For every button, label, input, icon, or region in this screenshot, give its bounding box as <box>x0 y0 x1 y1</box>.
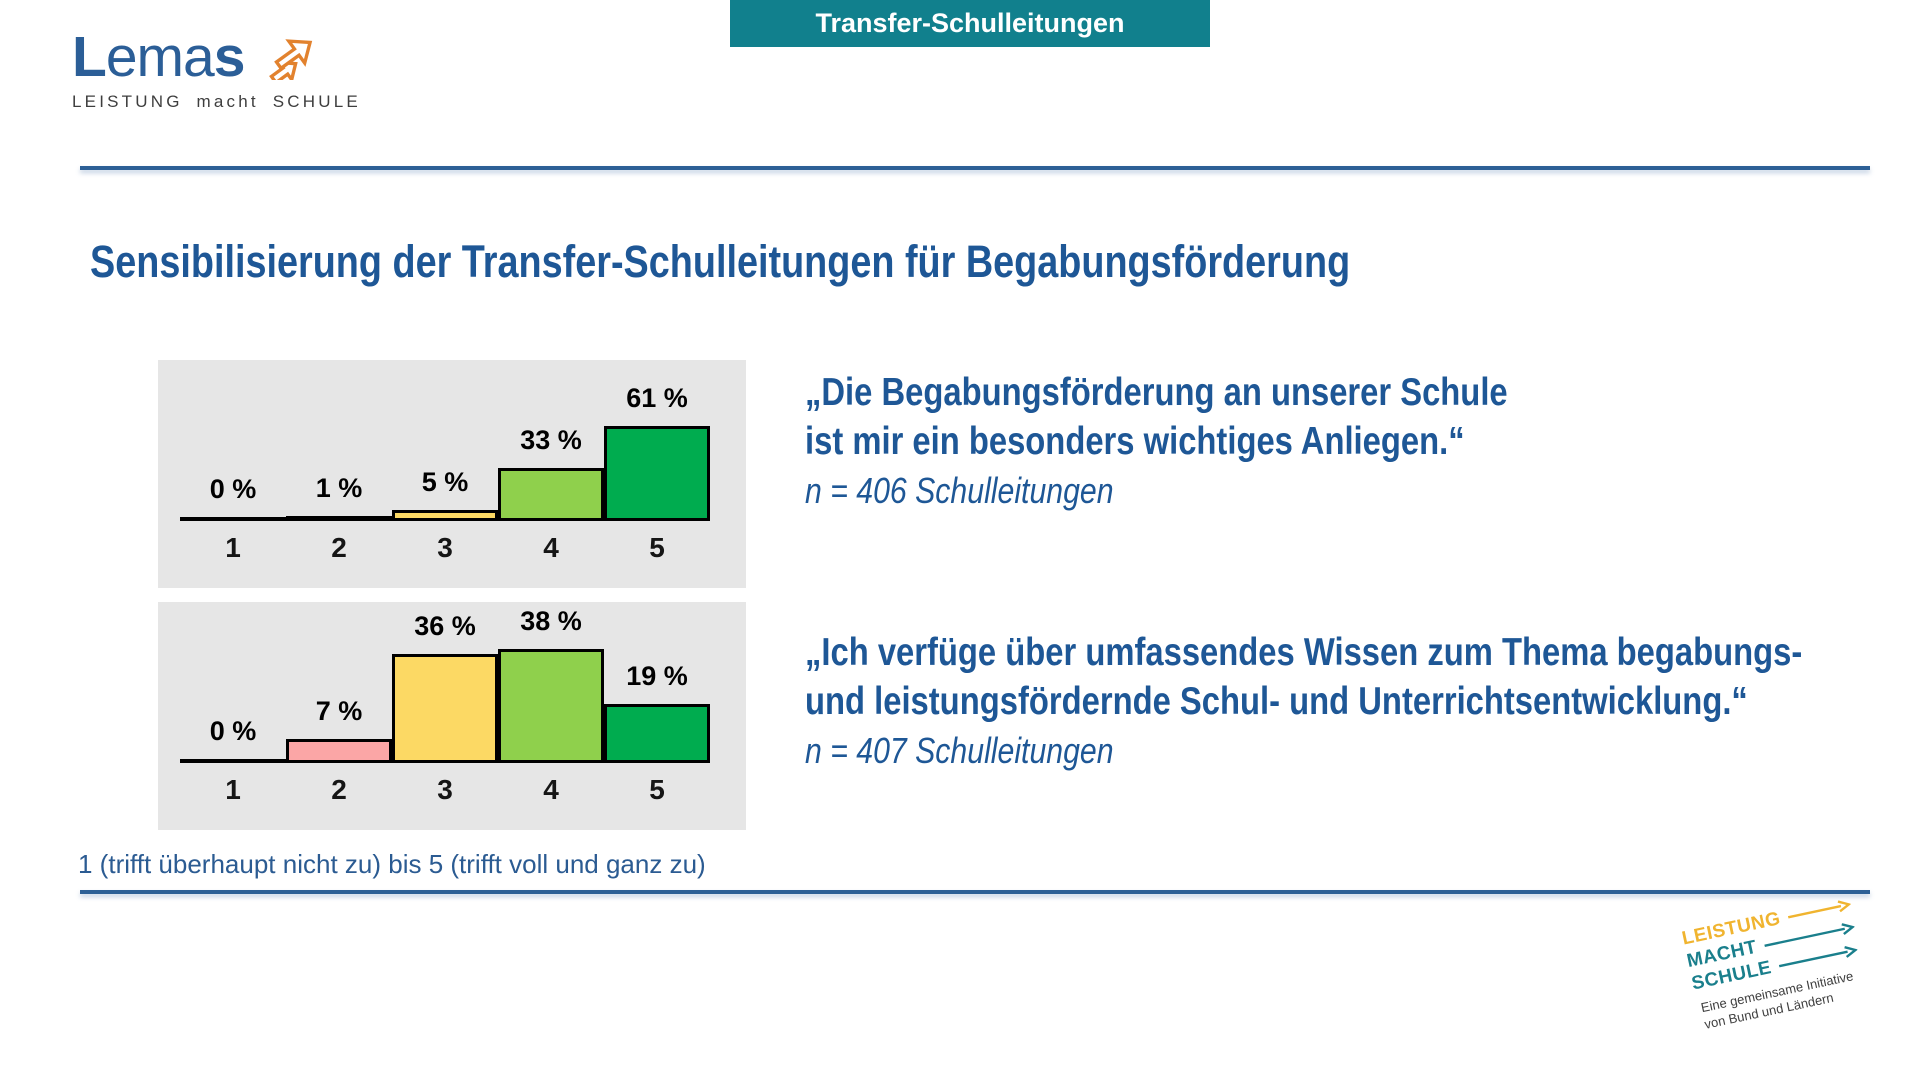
lemas-word-ema: ema <box>105 25 215 89</box>
x-axis-tick-row: 1 2 3 4 5 <box>180 774 710 806</box>
x-tick-label: 2 <box>331 774 347 805</box>
lemas-word-s: s <box>213 25 246 89</box>
x-tick-label: 1 <box>225 774 241 805</box>
top-divider-line <box>80 166 1870 170</box>
page-title: Sensibilisierung der Transfer-Schulleitu… <box>90 236 1351 287</box>
bar-category-4 <box>498 468 604 521</box>
x-tick-label: 3 <box>437 774 453 805</box>
lemas-wordmark: Lemas <box>72 25 246 89</box>
bar-value-label: 1 % <box>315 473 363 503</box>
x-axis-tick-row: 1 2 3 4 5 <box>180 532 710 564</box>
quote-1-sample-size: n = 406 Schulleitungen <box>805 470 1114 511</box>
x-tick-label: 3 <box>437 532 453 563</box>
footer-lms-logo: LEISTUNG MACHT SCHULE Eine gemeinsame In… <box>1680 890 1883 1034</box>
bar-chart-umfassendes-wissen: 0 % 7 % 36 % 38 % 19 % 1 2 3 4 5 <box>158 602 746 830</box>
x-tick-label: 5 <box>649 532 665 563</box>
lemas-wordmark-row: Lemas <box>72 22 417 86</box>
bar-category-4 <box>498 649 604 763</box>
bar-value-label: 19 % <box>626 661 688 691</box>
lemas-subline: LEISTUNG macht SCHULE <box>72 92 361 111</box>
bar-value-label: 0 % <box>209 474 257 504</box>
x-tick-label: 2 <box>331 532 347 563</box>
quote-2-sample-size: n = 407 Schulleitungen <box>805 730 1114 771</box>
quote-1-line-2: ist mir ein besonders wichtiges Anliegen… <box>805 420 1465 463</box>
footer-logo-row-schule: SCHULE <box>1690 935 1876 996</box>
footer-logo-row-macht: MACHT <box>1685 912 1871 973</box>
bar-chart-wichtiges-anliegen: 0 % 1 % 5 % 33 % 61 % 1 2 3 4 5 <box>158 360 746 588</box>
quote-1-line-1: „Die Begabungsförderung an unserer Schul… <box>805 371 1508 414</box>
arrow-right-icon <box>1764 922 1856 947</box>
bar-value-label: 36 % <box>414 611 476 641</box>
bar-category-1 <box>180 517 286 521</box>
header-banner-label: Transfer-Schulleitungen <box>815 8 1125 38</box>
lemas-logo: Lemas LEISTUNG macht SCHULE <box>72 22 417 112</box>
chart-plot-area: 0 % 7 % 36 % 38 % 19 % <box>180 602 710 763</box>
bar-category-2 <box>286 739 392 763</box>
header-banner: Transfer-Schulleitungen <box>730 0 1210 47</box>
quote-block-1: „Die Begabungsförderung an unserer Schul… <box>805 368 1508 515</box>
arrow-right-icon <box>1787 899 1852 918</box>
x-tick-label: 1 <box>225 532 241 563</box>
x-tick-label: 4 <box>543 532 559 563</box>
bar-value-label: 0 % <box>209 716 257 746</box>
footer-logo-row-leistung: LEISTUNG <box>1680 890 1866 951</box>
bar-category-2 <box>286 516 392 521</box>
bar-category-5 <box>604 704 710 763</box>
bottom-divider-line <box>80 890 1870 894</box>
x-tick-label: 4 <box>543 774 559 805</box>
lemas-word-l: L <box>72 25 107 89</box>
quote-2-line-1: „Ich verfüge über umfassendes Wissen zum… <box>805 631 1803 674</box>
quote-block-2: „Ich verfüge über umfassendes Wissen zum… <box>805 628 1802 775</box>
bar-category-1 <box>180 759 286 763</box>
bar-value-label: 33 % <box>520 425 582 455</box>
bar-category-3 <box>392 510 498 521</box>
bar-value-label: 7 % <box>315 696 363 726</box>
bar-value-label: 38 % <box>520 606 582 636</box>
arrow-right-icon <box>1778 945 1859 967</box>
bar-value-label: 5 % <box>421 467 469 497</box>
quote-2-line-2: und leistungsfördernde Schul- und Unterr… <box>805 680 1748 723</box>
chart-plot-area: 0 % 1 % 5 % 33 % 61 % <box>180 360 710 521</box>
x-tick-label: 5 <box>649 774 665 805</box>
rating-scale-note: 1 (trifft überhaupt nicht zu) bis 5 (tri… <box>78 849 706 879</box>
bar-value-label: 61 % <box>626 383 688 413</box>
bar-category-5 <box>604 426 710 521</box>
lemas-arrow-icon <box>269 39 313 80</box>
bar-category-3 <box>392 654 498 763</box>
